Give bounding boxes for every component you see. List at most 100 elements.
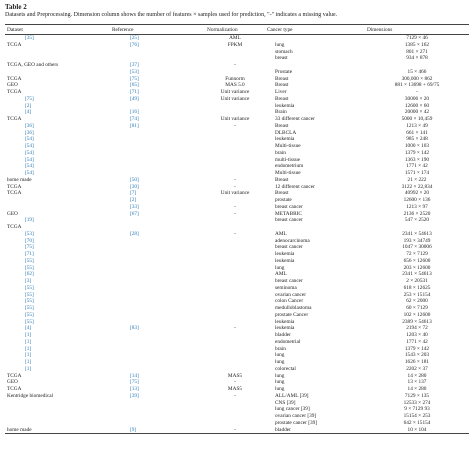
table-cell (205, 109, 265, 116)
table-cell: AML (229, 35, 241, 41)
table-cell: [54] (25, 149, 34, 156)
table-cell: 15154 × 253 (403, 413, 431, 419)
table-cell (110, 278, 205, 285)
table-cell: 2136 × 2520 (403, 210, 431, 217)
table-cell (205, 217, 265, 224)
table-row: TCGA, GEO and others [37] - (5, 62, 469, 69)
table-cell: [71] (130, 89, 139, 95)
table-row: [62] AML 2341 × 54613 (5, 271, 469, 278)
table-cell: Breast (275, 122, 289, 129)
table-cell (205, 197, 265, 204)
table-cell (110, 157, 205, 164)
table-cell (110, 285, 205, 292)
table-cell: [54] (25, 163, 34, 170)
table-cell: FPKM (227, 41, 243, 48)
table-row: TCGA [76] FPKM lung 1385 × 162 (5, 42, 469, 49)
column-header: Dataset (5, 24, 110, 35)
table-cell: [36] (25, 122, 34, 129)
table-cell: Unit variance (220, 190, 250, 197)
table-cell (5, 406, 110, 413)
table-cell: [75] (130, 379, 139, 386)
table-cell (110, 170, 205, 177)
table-cell: TCGA (7, 372, 22, 379)
table-cell: Breast (275, 75, 289, 82)
table-cell: Prostate (275, 68, 293, 75)
table-cell: [3] (25, 278, 32, 284)
table-cell (110, 420, 205, 427)
table-cell: leukemia (275, 257, 295, 264)
table-cell (205, 150, 265, 157)
table-cell: Kentridge biomedical (7, 392, 54, 399)
table-cell: [75] (130, 75, 139, 82)
table-cell: 3122 × 22,834 (401, 183, 433, 190)
table-row: [54] brain 1379 × 142 (5, 150, 469, 157)
table-cell: 40992 × 20 (404, 190, 430, 197)
table-cell (110, 359, 205, 366)
table-cell: GEO (7, 210, 18, 217)
table-row: [55] lung 203 × 12600 (5, 265, 469, 272)
table-cell (5, 420, 110, 427)
table-cell: Unit variance (220, 95, 250, 102)
table-cell: - (234, 230, 236, 237)
table-row: [54] endometrium 1771 × 42 (5, 163, 469, 170)
table-cell (205, 130, 265, 137)
table-cell: 12600 × 136 (403, 197, 431, 203)
table-cell (205, 278, 265, 285)
table-row: ovarian cancer [39] 15154 × 253 (5, 413, 469, 420)
table-cell: TCGA (7, 116, 22, 122)
table-cell: 7129 × 46 (406, 35, 428, 41)
table-cell (110, 238, 205, 245)
table-cell: [1] (25, 332, 32, 338)
table-cell: 62 × 2000 (406, 298, 428, 305)
table-cell (110, 49, 205, 56)
table-cell: TCGA (7, 75, 22, 82)
table-cell: leukemia (275, 102, 295, 109)
table-cell: [1] (25, 352, 32, 359)
table-cell (205, 55, 265, 62)
table-cell: adenocarcinoma (275, 237, 310, 244)
table-cell: 1385 × 162 (404, 41, 430, 48)
table-cell: ovarian cancer [39] (275, 413, 317, 419)
table-cell: [4] (25, 109, 32, 116)
table-row: [1] lung 1543 × 203 (5, 352, 469, 359)
table-cell: AML (275, 271, 287, 278)
table-cell (110, 312, 205, 319)
table-cell: breast cancer (275, 278, 303, 284)
table-cell: [83] (130, 325, 139, 332)
table-cell (205, 352, 265, 359)
table-cell: 300,000 × 862 (401, 75, 433, 82)
table-cell (205, 238, 265, 245)
table-cell (205, 163, 265, 170)
table-cell: leukemia (275, 318, 295, 325)
table-cell (110, 366, 205, 373)
table-cell (5, 400, 110, 407)
table-cell: - (234, 379, 236, 386)
table-row: [54] multi-tissue 1363 × 190 (5, 157, 469, 164)
table-row: TCGA (5, 224, 469, 231)
table-cell: home made (5, 426, 110, 435)
table-cell: [33] (130, 203, 139, 210)
table-cell: 2389 × 54613 (402, 318, 432, 325)
header-row: Dataset Reference Normalization Cancer type… (5, 24, 469, 35)
table-cell: MAS 5.0 (225, 82, 245, 89)
table-row: [1] colorectal 2202 × 37 (5, 366, 469, 373)
table-row: prostate cancer [39] 642 × 15154 (5, 420, 469, 427)
table-cell: [54] (25, 136, 34, 143)
table-row: [4] [16] Brain 20000 × 42 (5, 109, 469, 116)
table-cell: [7] (130, 190, 137, 197)
table-cell: 1771 × 42 (406, 338, 428, 345)
table-cell (205, 305, 265, 312)
table-cell: - (234, 210, 236, 217)
table-cell (205, 332, 265, 339)
table-cell: [54] (25, 170, 34, 176)
table-cell: [53] (130, 68, 139, 75)
table-cell: [30] (130, 183, 139, 190)
column-header: Reference (110, 24, 205, 35)
data-table: Dataset Reference Normalization Cancer type… (5, 24, 469, 435)
table-cell: Unit variance (220, 89, 250, 95)
table-cell (205, 312, 265, 319)
table-cell: [4] (25, 325, 32, 332)
table-cell: [55] (25, 298, 34, 305)
table-cell: - (234, 122, 236, 129)
table-cell: [13] (130, 386, 139, 392)
